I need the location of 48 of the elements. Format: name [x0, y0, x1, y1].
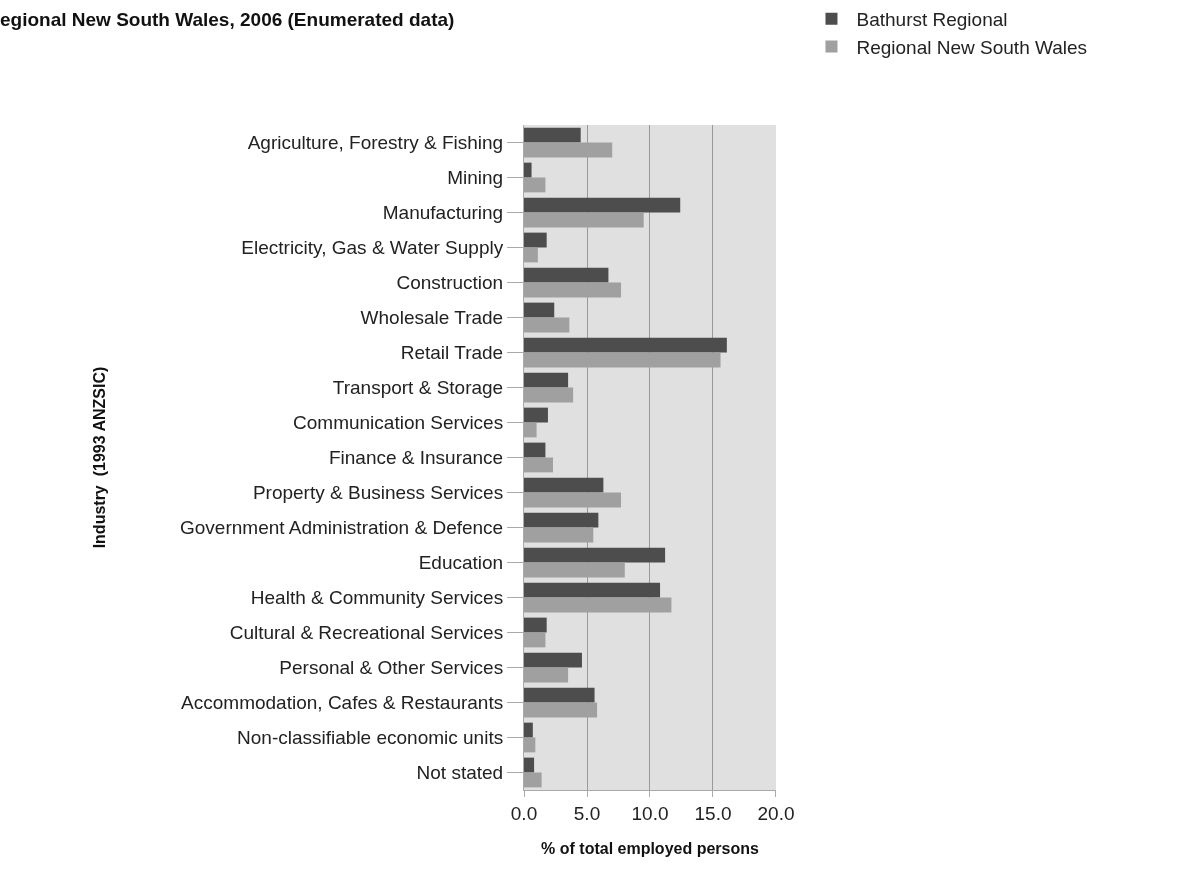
x-tick-label: 5.0 [573, 802, 601, 824]
bar [524, 267, 609, 283]
bar [524, 652, 582, 668]
bar [524, 232, 547, 248]
y-tick-label: Electricity, Gas & Water Supply [241, 237, 504, 259]
y-tick-label: Not stated [416, 762, 504, 784]
bar [524, 547, 666, 563]
y-tick-label: Government Administration & Defence [180, 517, 504, 539]
bar [524, 197, 681, 213]
y-tick-label: Education [418, 552, 504, 574]
bar [524, 722, 533, 738]
x-tick-label: 10.0 [631, 802, 669, 824]
bar [524, 372, 569, 388]
bar [524, 127, 581, 143]
y-tick-label: Finance & Insurance [328, 447, 504, 469]
y-tick-label: Construction [396, 272, 504, 294]
legend-label: Bathurst Regional [856, 9, 1008, 31]
legend-label: Regional New South Wales [856, 36, 1088, 58]
bar [524, 687, 595, 703]
x-tick-label: 0.0 [510, 802, 538, 824]
y-tick-label: Property & Business Services [252, 482, 504, 504]
bar [524, 302, 555, 318]
y-tick-label: Retail Trade [400, 342, 504, 364]
bar [524, 407, 548, 423]
bar [524, 617, 547, 633]
y-tick-label: Agriculture, Forestry & Fishing [247, 132, 504, 154]
y-tick-label: Health & Community Services [250, 587, 504, 609]
x-tick-label: 20.0 [757, 802, 795, 824]
y-tick-label: Personal & Other Services [279, 657, 504, 679]
bar [524, 162, 532, 178]
bar [524, 582, 661, 598]
bar [524, 477, 604, 493]
y-tick-label: Cultural & Recreational Services [229, 622, 504, 644]
y-tick-label: Transport & Storage [332, 377, 504, 399]
bar [524, 337, 727, 353]
y-tick-label: Non-classifiable economic units [237, 727, 504, 749]
bar [524, 757, 535, 773]
y-tick-label: Accommodation, Cafes & Restaurants [181, 692, 504, 714]
y-tick-label: Mining [447, 167, 504, 189]
x-tick-label: 15.0 [694, 802, 732, 824]
y-tick-label: Communication Services [293, 412, 504, 434]
bar [524, 442, 546, 458]
y-tick-label: Manufacturing [382, 202, 504, 224]
y-tick-label: Wholesale Trade [360, 307, 504, 329]
y-axis-title: Industry (1993 ANZSIC) [90, 366, 108, 549]
text: egional New South Wales, 2006 (Enumerated data) [0, 9, 455, 31]
bar [524, 512, 599, 528]
x-axis-title: % of total employed persons [541, 840, 759, 858]
